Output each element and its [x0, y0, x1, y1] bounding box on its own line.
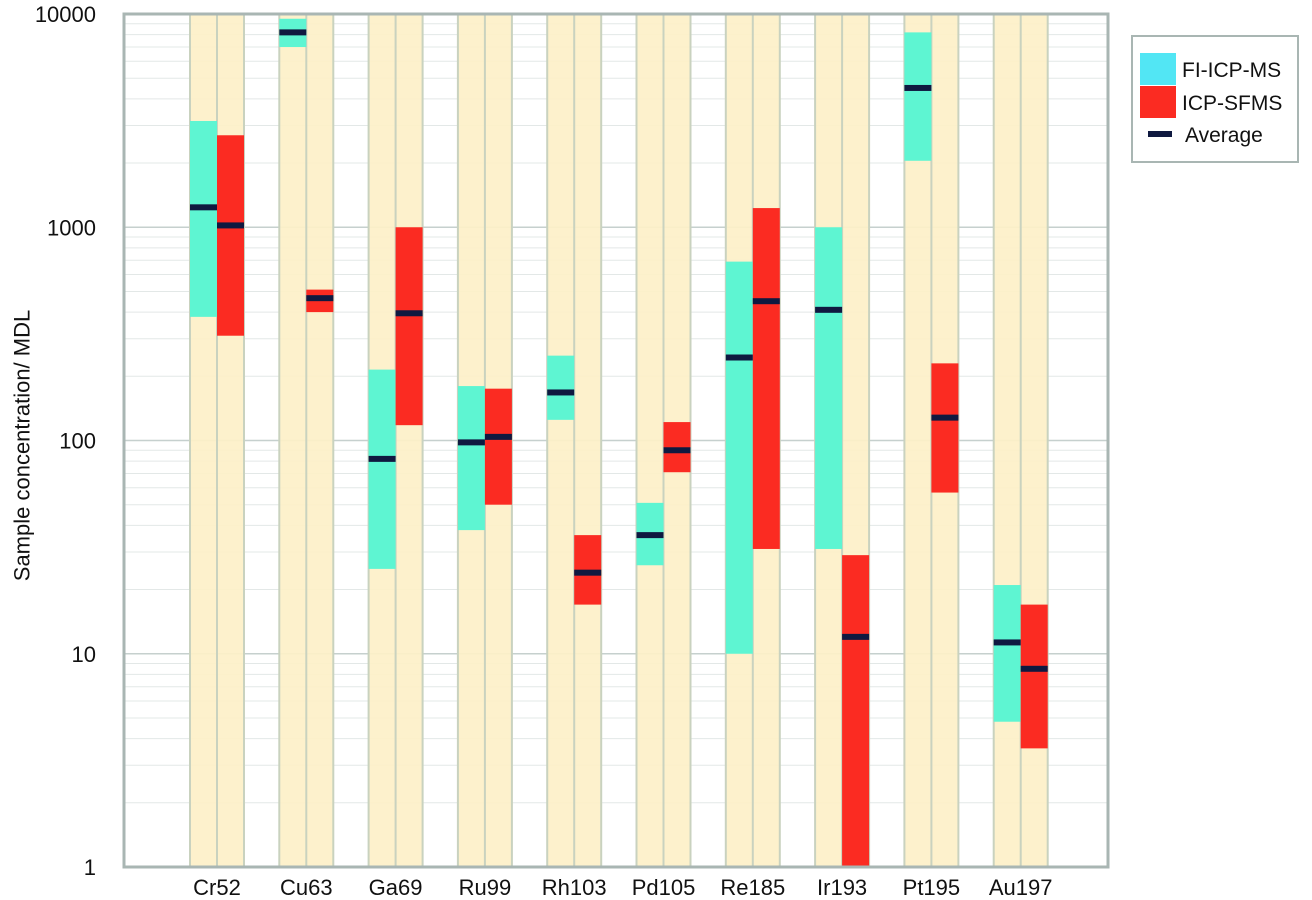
- average-marker-icp-sfms: [306, 295, 334, 302]
- range-bar-icp-sfms: [484, 388, 512, 505]
- y-tick-label: 1000: [47, 215, 96, 240]
- average-marker-icp-sfms: [395, 310, 423, 317]
- average-marker-fi-icp-ms: [547, 389, 575, 396]
- x-tick-label: Ir193: [817, 875, 867, 900]
- legend-swatch-fi-icp-ms: [1140, 53, 1176, 85]
- range-bar-fi-icp-ms: [993, 585, 1021, 722]
- x-tick-label: Cr52: [193, 875, 241, 900]
- legend-label-icp-sfms: ICP-SFMS: [1182, 92, 1282, 115]
- range-bar-fi-icp-ms: [904, 32, 932, 161]
- range-bar-icp-sfms: [395, 227, 423, 426]
- average-marker-fi-icp-ms: [636, 532, 664, 539]
- x-tick-label: Au197: [989, 875, 1053, 900]
- y-tick-label: 10000: [35, 2, 96, 27]
- range-bars: [190, 18, 1048, 867]
- x-tick-labels: Cr52 Cu63 Ga69 Ru99 Rh103 Pd105 Re185 Ir193 Pt19…: [193, 875, 1052, 900]
- average-marker-icp-sfms: [931, 414, 959, 421]
- range-bar-icp-sfms: [663, 422, 691, 473]
- x-tick-label: Ru99: [459, 875, 512, 900]
- average-marker-icp-sfms: [574, 569, 602, 576]
- range-bar-icp-sfms: [752, 208, 780, 549]
- range-bar-icp-sfms: [217, 135, 244, 336]
- average-marker-icp-sfms: [217, 222, 244, 229]
- legend-label-fi-icp-ms: FI-ICP-MS: [1182, 59, 1281, 82]
- average-marker-icp-sfms: [1020, 665, 1048, 672]
- average-marker-icp-sfms: [842, 633, 870, 640]
- average-marker-fi-icp-ms: [368, 455, 396, 462]
- x-tick-label: Rh103: [542, 875, 607, 900]
- range-bar-fi-icp-ms: [815, 227, 843, 549]
- y-tick-label: 10: [72, 642, 96, 667]
- range-bar-icp-sfms: [931, 363, 959, 493]
- range-bar-fi-icp-ms: [190, 120, 217, 317]
- average-marker-fi-icp-ms: [993, 639, 1021, 646]
- legend: FI-ICP-MS ICP-SFMS Average: [1131, 35, 1299, 163]
- average-marker-fi-icp-ms: [279, 29, 307, 36]
- x-tick-label: Pt195: [903, 875, 961, 900]
- average-marker-icp-sfms: [752, 298, 780, 305]
- average-markers: [190, 29, 1048, 672]
- average-marker-fi-icp-ms: [457, 439, 485, 446]
- average-marker-icp-sfms: [663, 447, 691, 454]
- x-tick-label: Ga69: [369, 875, 423, 900]
- y-tick-label: 1: [84, 855, 96, 880]
- x-tick-label: Cu63: [280, 875, 333, 900]
- average-marker-fi-icp-ms: [904, 84, 932, 91]
- legend-label-average: Average: [1185, 124, 1263, 147]
- y-axis-title: Sample concentration/ MDL: [10, 310, 35, 581]
- range-bar-fi-icp-ms: [725, 261, 753, 654]
- grid-lines: [124, 13, 1108, 868]
- x-tick-label: Re185: [720, 875, 785, 900]
- plot-frame: [122, 12, 1110, 869]
- average-marker-fi-icp-ms: [815, 306, 843, 313]
- y-tick-labels: 1 10 100 1000 10000: [35, 2, 96, 880]
- y-tick-label: 100: [59, 429, 96, 454]
- average-marker-fi-icp-ms: [725, 354, 753, 361]
- range-bar-fi-icp-ms: [547, 355, 575, 420]
- average-marker-icp-sfms: [484, 433, 512, 440]
- range-bar-fi-icp-ms: [368, 369, 396, 569]
- legend-swatch-icp-sfms: [1140, 86, 1176, 118]
- range-bar-icp-sfms: [1020, 604, 1048, 749]
- legend-swatch-average: [1148, 131, 1172, 137]
- average-marker-fi-icp-ms: [190, 204, 217, 211]
- x-tick-label: Pd105: [632, 875, 696, 900]
- range-bar-icp-sfms: [842, 555, 870, 867]
- range-bar-fi-icp-ms: [457, 386, 485, 531]
